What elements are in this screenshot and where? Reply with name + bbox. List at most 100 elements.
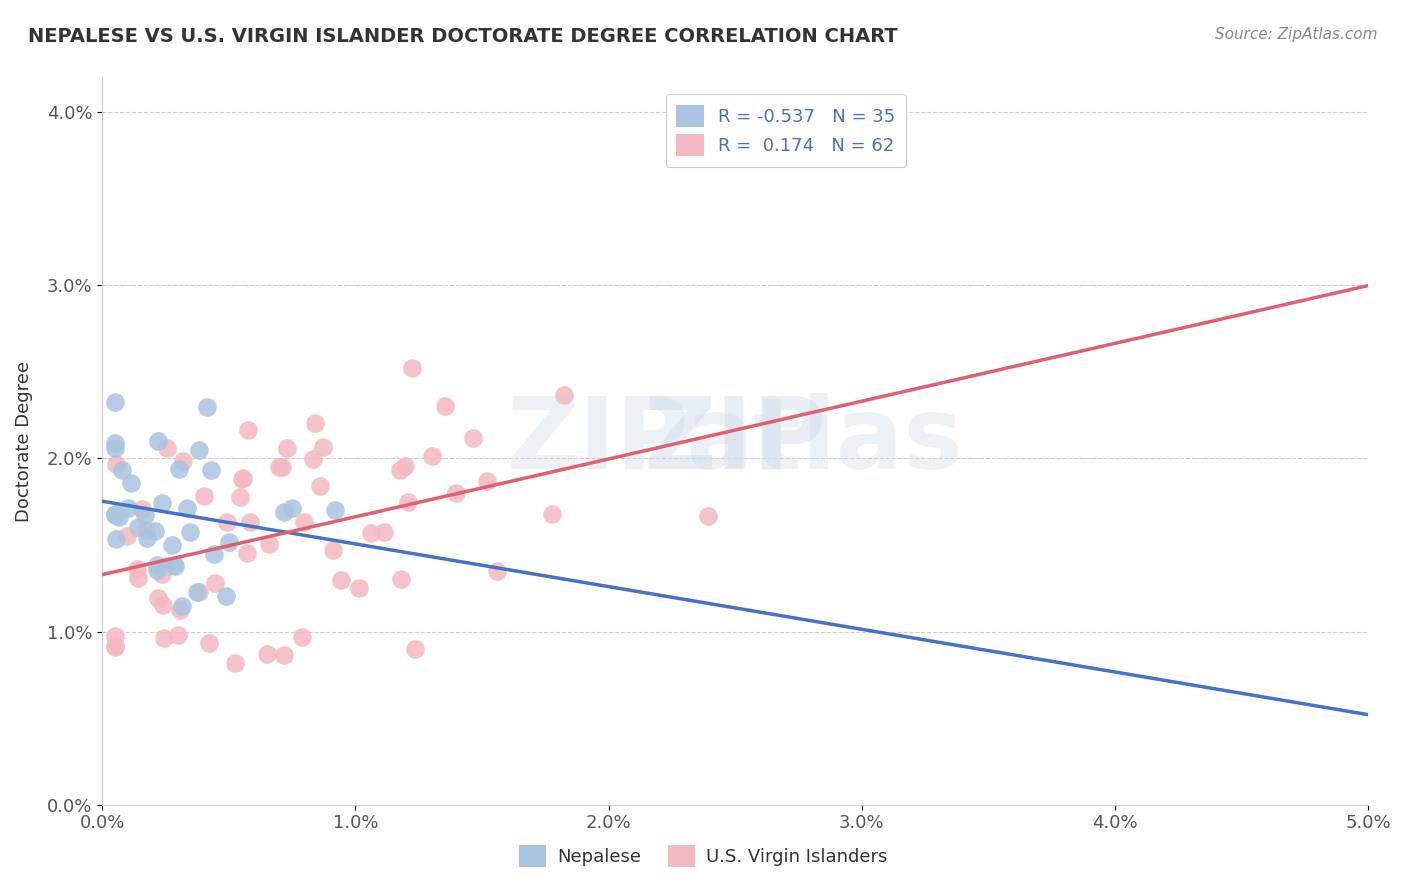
Legend: R = -0.537   N = 35, R =  0.174   N = 62: R = -0.537 N = 35, R = 0.174 N = 62 xyxy=(665,94,905,167)
Point xyxy=(256,647,278,661)
Point xyxy=(150,496,173,510)
Point xyxy=(104,640,127,654)
Point xyxy=(291,630,314,644)
Point xyxy=(475,474,498,488)
Point xyxy=(195,400,218,414)
Point xyxy=(461,431,484,445)
Point xyxy=(389,572,412,586)
Text: ZIPatlas: ZIPatlas xyxy=(506,392,963,490)
Text: Source: ZipAtlas.com: Source: ZipAtlas.com xyxy=(1215,27,1378,42)
Point xyxy=(143,524,166,539)
Point xyxy=(156,441,179,455)
Point xyxy=(224,656,246,670)
Point xyxy=(146,563,169,577)
Legend: Nepalese, U.S. Virgin Islanders: Nepalese, U.S. Virgin Islanders xyxy=(512,838,894,874)
Point xyxy=(396,495,419,509)
Point xyxy=(304,416,326,430)
Point xyxy=(401,361,423,376)
Point xyxy=(146,591,169,606)
Point xyxy=(697,509,720,524)
Point xyxy=(117,501,139,516)
Point xyxy=(444,486,467,500)
Point xyxy=(553,388,575,402)
Point xyxy=(236,546,259,560)
Point xyxy=(148,434,170,449)
Point xyxy=(125,561,148,575)
Point xyxy=(394,459,416,474)
Point xyxy=(176,501,198,516)
Point xyxy=(104,507,127,521)
Point xyxy=(308,479,330,493)
Point xyxy=(404,641,426,656)
Point xyxy=(169,603,191,617)
Point xyxy=(420,450,443,464)
Point xyxy=(134,508,156,522)
Point xyxy=(433,399,456,413)
Point xyxy=(218,534,240,549)
Point xyxy=(302,451,325,466)
Point xyxy=(131,502,153,516)
Point xyxy=(188,442,211,457)
Point xyxy=(179,524,201,539)
Point xyxy=(104,436,127,450)
Point xyxy=(187,585,209,599)
Point xyxy=(104,508,127,522)
Point xyxy=(276,441,298,455)
Point xyxy=(163,558,186,572)
Point xyxy=(135,531,157,545)
Point xyxy=(202,548,225,562)
Point xyxy=(170,599,193,613)
Point xyxy=(105,532,128,546)
Point xyxy=(541,507,564,521)
Point xyxy=(104,442,127,456)
Point xyxy=(281,501,304,516)
Point xyxy=(197,636,219,650)
Point xyxy=(231,472,253,486)
Y-axis label: Doctorate Degree: Doctorate Degree xyxy=(15,360,32,522)
Point xyxy=(215,589,238,603)
Point xyxy=(167,462,190,476)
Point xyxy=(153,632,176,646)
Point xyxy=(165,559,187,574)
Point xyxy=(104,640,127,654)
Point xyxy=(120,475,142,490)
Point xyxy=(193,489,215,503)
Point xyxy=(273,505,295,519)
Point xyxy=(232,471,254,485)
Point xyxy=(239,515,262,529)
Point xyxy=(152,598,174,612)
Point xyxy=(329,573,352,587)
Point xyxy=(238,423,260,437)
Point xyxy=(292,515,315,529)
Text: ZIP: ZIP xyxy=(644,392,827,490)
Point xyxy=(108,510,131,524)
Point xyxy=(172,454,194,468)
Point xyxy=(166,628,188,642)
Point xyxy=(145,558,167,572)
Point xyxy=(312,440,335,454)
Point xyxy=(271,460,294,475)
Point xyxy=(373,524,395,539)
Point xyxy=(347,581,370,595)
Point xyxy=(127,520,149,534)
Point xyxy=(105,457,128,471)
Point xyxy=(117,528,139,542)
Text: NEPALESE VS U.S. VIRGIN ISLANDER DOCTORATE DEGREE CORRELATION CHART: NEPALESE VS U.S. VIRGIN ISLANDER DOCTORA… xyxy=(28,27,898,45)
Point xyxy=(217,515,239,529)
Point xyxy=(160,538,183,552)
Point xyxy=(267,460,290,475)
Point xyxy=(273,648,295,662)
Point xyxy=(104,629,127,643)
Point xyxy=(135,523,157,537)
Point xyxy=(204,575,226,590)
Point xyxy=(127,571,149,585)
Point xyxy=(110,463,132,477)
Point xyxy=(486,564,509,578)
Point xyxy=(186,585,208,599)
Point xyxy=(155,559,177,574)
Point xyxy=(360,526,382,541)
Point xyxy=(228,490,250,504)
Point xyxy=(389,462,412,476)
Point xyxy=(259,537,281,551)
Point xyxy=(104,395,127,409)
